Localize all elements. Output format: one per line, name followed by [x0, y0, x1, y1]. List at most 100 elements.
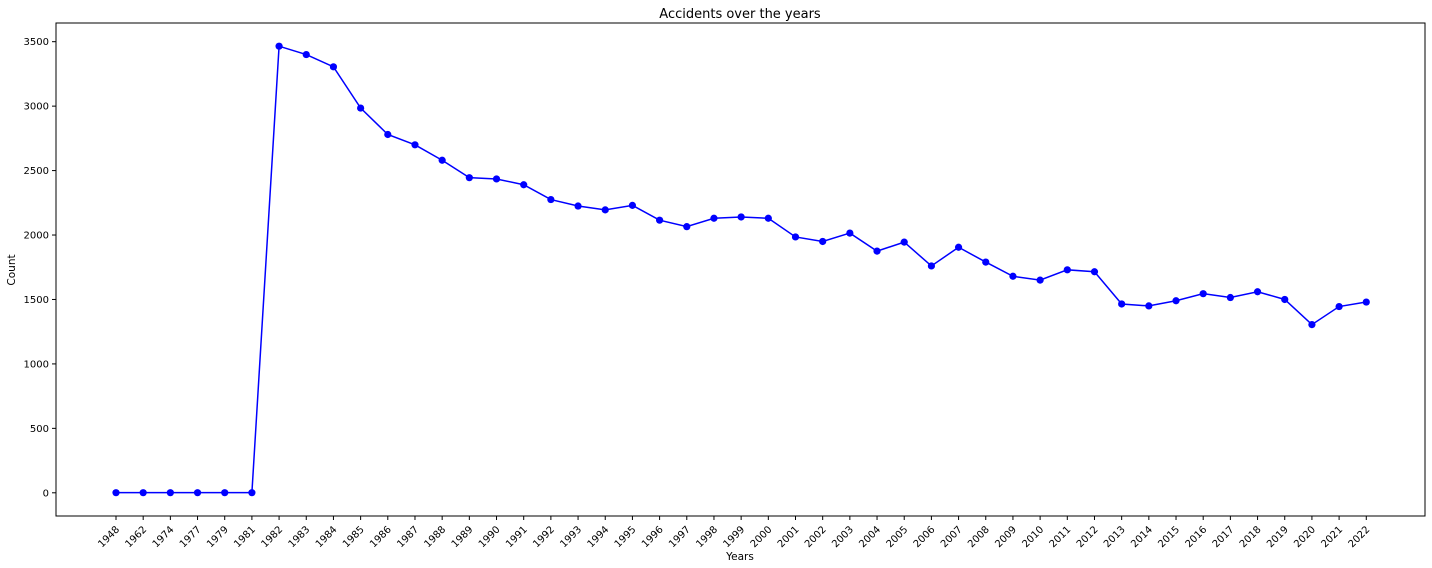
data-point [248, 489, 256, 497]
x-tick-label: 2022 [1347, 524, 1373, 550]
x-tick-label: 2007 [939, 524, 965, 550]
x-tick-label: 1989 [450, 524, 476, 550]
x-tick-label: 1988 [423, 524, 449, 550]
x-tick-label: 2008 [966, 524, 992, 550]
x-tick-label: 1996 [640, 524, 666, 550]
x-tick-label: 2004 [857, 524, 883, 550]
data-point [764, 214, 772, 222]
data-point [438, 156, 446, 164]
x-tick-label: 2003 [830, 524, 856, 550]
data-point [1226, 293, 1234, 302]
data-point [656, 216, 664, 224]
data-point [139, 489, 147, 497]
x-axis-label: Years [725, 551, 754, 563]
x-tick-label: 2016 [1184, 524, 1210, 550]
plot-area-frame [55, 22, 1426, 517]
y-tick-label: 1000 [24, 359, 49, 370]
y-axis-label: Count [6, 254, 18, 285]
data-point [846, 229, 854, 237]
x-tick-label: 1994 [586, 524, 612, 550]
y-tick-label: 500 [30, 424, 49, 435]
series-line [116, 45, 1367, 494]
x-tick-label: 1985 [341, 524, 367, 550]
x-tick-label: 1998 [694, 524, 720, 550]
data-point [1118, 300, 1126, 308]
x-tick-label: 1995 [613, 524, 639, 550]
x-tick-label: 2006 [912, 524, 938, 550]
data-point [1090, 268, 1099, 276]
x-tick-label: 2012 [1075, 524, 1101, 550]
data-point [1145, 302, 1153, 310]
data-point [221, 489, 229, 497]
data-point [873, 247, 881, 255]
data-point [601, 206, 609, 214]
x-tick-label: 1999 [721, 524, 747, 550]
x-tick-label: 2017 [1211, 524, 1237, 550]
data-point [1253, 288, 1262, 296]
x-tick-label: 2000 [749, 524, 775, 550]
data-point [1036, 276, 1044, 284]
y-tick-label: 3500 [24, 37, 49, 48]
x-tick-label: 1991 [504, 524, 530, 550]
x-tick-label: 2013 [1102, 524, 1128, 550]
data-point [1362, 298, 1370, 306]
x-tick-label: 2011 [1048, 524, 1074, 550]
data-point [628, 201, 637, 209]
x-tick-label: 2020 [1292, 524, 1318, 550]
x-tick-label: 1984 [314, 524, 340, 550]
y-tick-label: 2000 [24, 231, 49, 242]
data-point [302, 50, 310, 59]
x-tick-label: 2014 [1129, 524, 1155, 550]
data-point [982, 258, 990, 266]
x-tick-label: 1986 [368, 524, 394, 550]
x-tick-label: 1981 [232, 524, 258, 550]
series-group [112, 42, 1370, 497]
x-tick-label: 2010 [1020, 524, 1046, 550]
x-tick-label: 1982 [259, 524, 285, 550]
data-point [275, 42, 283, 50]
data-point [193, 489, 202, 497]
data-point [520, 181, 528, 189]
data-point [927, 262, 936, 270]
data-point [411, 141, 419, 149]
data-point [683, 223, 691, 231]
x-tick-label: 2021 [1319, 524, 1345, 550]
x-tick-label: 1979 [205, 524, 231, 550]
x-tick-label: 2019 [1265, 524, 1291, 550]
data-point [954, 243, 963, 251]
data-point [574, 202, 582, 210]
x-tick-label: 1987 [395, 524, 421, 550]
data-point [1063, 266, 1071, 274]
data-point [492, 175, 501, 183]
y-tick-label: 2500 [24, 166, 49, 177]
data-point [1172, 297, 1180, 305]
x-tick-label: 1983 [287, 524, 313, 550]
x-tick-label: 2001 [776, 524, 802, 550]
x-tick-label: 2009 [993, 524, 1019, 550]
x-axis: 1948 1962 1974 1977 1979 1981 1982 1983 1984 1985… [96, 516, 1372, 550]
x-tick-label: 2002 [803, 524, 829, 550]
x-tick-label: 1948 [96, 524, 122, 550]
y-axis: 0 500 1000 1500 2000 2500 3000 3500 [24, 37, 56, 499]
data-point [819, 237, 827, 246]
data-point [900, 238, 908, 246]
data-point [1009, 272, 1017, 280]
data-point [329, 63, 338, 71]
x-tick-label: 1992 [531, 524, 557, 550]
chart-title: Accidents over the years [659, 7, 821, 22]
data-point [791, 233, 800, 241]
data-point [1308, 321, 1316, 329]
data-point [112, 489, 120, 497]
y-tick-label: 1500 [24, 295, 49, 306]
data-point [1335, 302, 1343, 311]
x-tick-label: 1962 [124, 524, 150, 550]
data-point [357, 104, 365, 112]
x-tick-label: 1974 [151, 524, 177, 550]
data-point [465, 174, 473, 182]
x-tick-label: 2015 [1156, 524, 1182, 550]
x-tick-label: 1977 [178, 524, 204, 550]
x-tick-label: 1993 [558, 524, 584, 550]
y-tick-label: 3000 [24, 102, 49, 113]
y-tick-label: 0 [43, 488, 49, 499]
